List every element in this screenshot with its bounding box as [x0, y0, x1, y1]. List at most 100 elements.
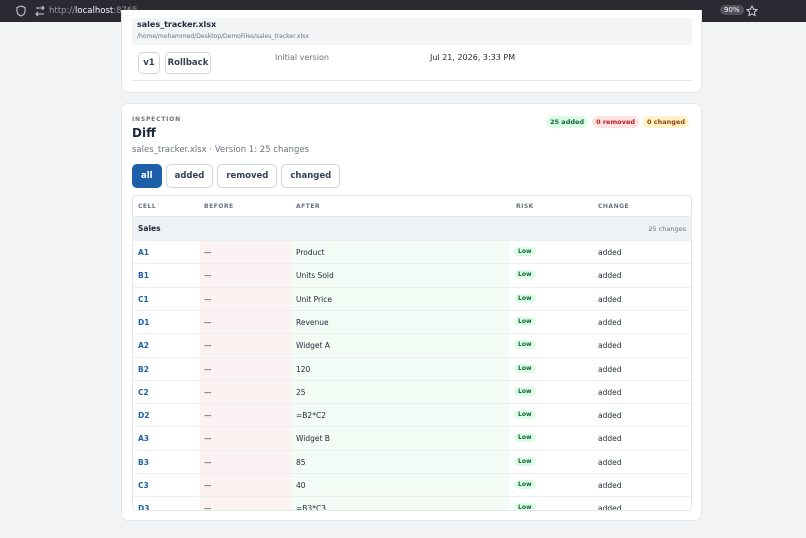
before-value: —	[204, 504, 212, 511]
filter-button[interactable]: removed	[217, 164, 278, 188]
table-row: B1 — Units Sold Low added	[133, 263, 691, 287]
filter-button[interactable]: added	[165, 164, 214, 188]
change-type: added	[598, 341, 622, 351]
before-bg	[200, 497, 291, 510]
before-bg	[200, 287, 291, 310]
before-value: —	[204, 364, 212, 374]
after-value: Unit Price	[296, 294, 332, 304]
column-header: CELL	[138, 203, 157, 210]
risk-badge: Low	[514, 410, 536, 420]
column-header: RISK	[516, 203, 534, 210]
after-bg	[291, 450, 509, 473]
before-bg	[200, 310, 291, 334]
badges: 25 added 0 removed 0 changed	[546, 116, 689, 128]
after-bg	[291, 310, 509, 334]
bookmark-star[interactable]	[746, 5, 758, 17]
table-row: B3 — 85 Low added	[133, 449, 691, 473]
group-row: Sales 25 changes	[133, 216, 691, 240]
risk-badge: Low	[514, 293, 536, 303]
cell-ref[interactable]: B3	[138, 457, 149, 467]
column-header: CHANGE	[598, 203, 630, 210]
table-row: D3 — =B3*C3 Low added	[133, 496, 691, 511]
after-bg	[291, 474, 509, 497]
file-box: sales_tracker.xlsx /home/mohammed/Deskto…	[132, 18, 692, 45]
change-type: added	[598, 271, 622, 281]
after-value: 40	[296, 481, 306, 490]
risk-badge: Low	[514, 247, 536, 256]
before-bg	[200, 474, 291, 497]
version-card: sales_tracker.xlsx /home/mohammed/Deskto…	[121, 10, 702, 93]
cell-ref[interactable]: C1	[138, 294, 149, 304]
cell-ref[interactable]: D3	[138, 504, 150, 511]
after-value: 120	[296, 364, 311, 374]
after-bg	[291, 427, 509, 450]
before-value: —	[204, 481, 212, 490]
change-type: added	[598, 411, 622, 421]
badge: 0 changed	[643, 116, 689, 128]
before-bg	[200, 450, 291, 473]
after-value: =B2*C2	[296, 411, 326, 421]
table-header: CELL BEFORE AFTER RISK CHANGE	[133, 196, 691, 216]
change-type: added	[598, 504, 622, 511]
cell-ref[interactable]: A1	[138, 248, 150, 257]
zoom-level[interactable]: 90%	[720, 5, 744, 15]
table-row: D2 — =B2*C2 Low added	[133, 403, 691, 427]
before-bg	[200, 334, 291, 357]
before-value: —	[204, 317, 212, 327]
before-value: —	[204, 248, 212, 257]
before-bg	[200, 357, 291, 380]
cell-ref[interactable]: C3	[138, 481, 149, 490]
after-bg	[291, 404, 509, 427]
change-type: added	[598, 387, 622, 397]
risk-badge: Low	[514, 340, 536, 350]
risk-badge: Low	[514, 480, 536, 489]
after-bg	[291, 497, 509, 510]
table-row: C3 — 40 Low added	[133, 473, 691, 497]
diff-subtitle: sales_tracker.xlsx · Version 1: 25 chang…	[132, 145, 309, 155]
diff-title: Diff	[132, 126, 156, 140]
group-name: Sales	[138, 224, 161, 233]
risk-badge: Low	[514, 386, 536, 396]
table-row: A2 — Widget A Low added	[133, 333, 691, 357]
change-type: added	[598, 248, 622, 257]
rollback-button[interactable]: Rollback	[165, 52, 211, 74]
change-type: added	[598, 294, 622, 304]
before-value: —	[204, 434, 212, 444]
before-bg	[200, 264, 291, 287]
after-value: 85	[296, 457, 306, 467]
after-value: Widget A	[296, 341, 330, 351]
change-type: added	[598, 457, 622, 467]
version-date: Jul 21, 2026, 3:33 PM	[430, 53, 516, 62]
risk-badge: Low	[514, 503, 536, 510]
file-name: sales_tracker.xlsx	[137, 20, 217, 29]
after-bg	[291, 264, 509, 287]
version-note: Initial version	[275, 53, 329, 62]
before-bg	[200, 404, 291, 427]
cell-ref[interactable]: A2	[138, 341, 150, 351]
change-type: added	[598, 434, 622, 444]
column-header: BEFORE	[204, 203, 234, 210]
table-row: A1 — Product Low added	[133, 240, 691, 264]
cell-ref[interactable]: D2	[138, 411, 150, 421]
before-value: —	[204, 457, 212, 467]
file-path: /home/mohammed/Desktop/DemoFiles/sales_t…	[137, 33, 309, 40]
cell-ref[interactable]: A3	[138, 434, 150, 444]
after-value: 25	[296, 387, 306, 397]
risk-badge: Low	[514, 270, 536, 280]
before-value: —	[204, 271, 212, 281]
risk-badge: Low	[514, 363, 536, 373]
risk-badge: Low	[514, 316, 536, 326]
cell-ref[interactable]: B2	[138, 364, 149, 374]
filter-button[interactable]: changed	[281, 164, 341, 188]
table-row: D1 — Revenue Low added	[133, 309, 691, 334]
cell-ref[interactable]: C2	[138, 387, 149, 397]
cell-ref[interactable]: D1	[138, 317, 150, 327]
risk-badge: Low	[514, 456, 536, 466]
before-bg	[200, 380, 291, 404]
filter-button[interactable]: all	[132, 164, 162, 188]
badge: 0 removed	[592, 116, 639, 128]
cell-ref[interactable]: B1	[138, 271, 149, 281]
after-value: Widget B	[296, 434, 330, 444]
after-value: =B3*C3	[296, 504, 326, 511]
